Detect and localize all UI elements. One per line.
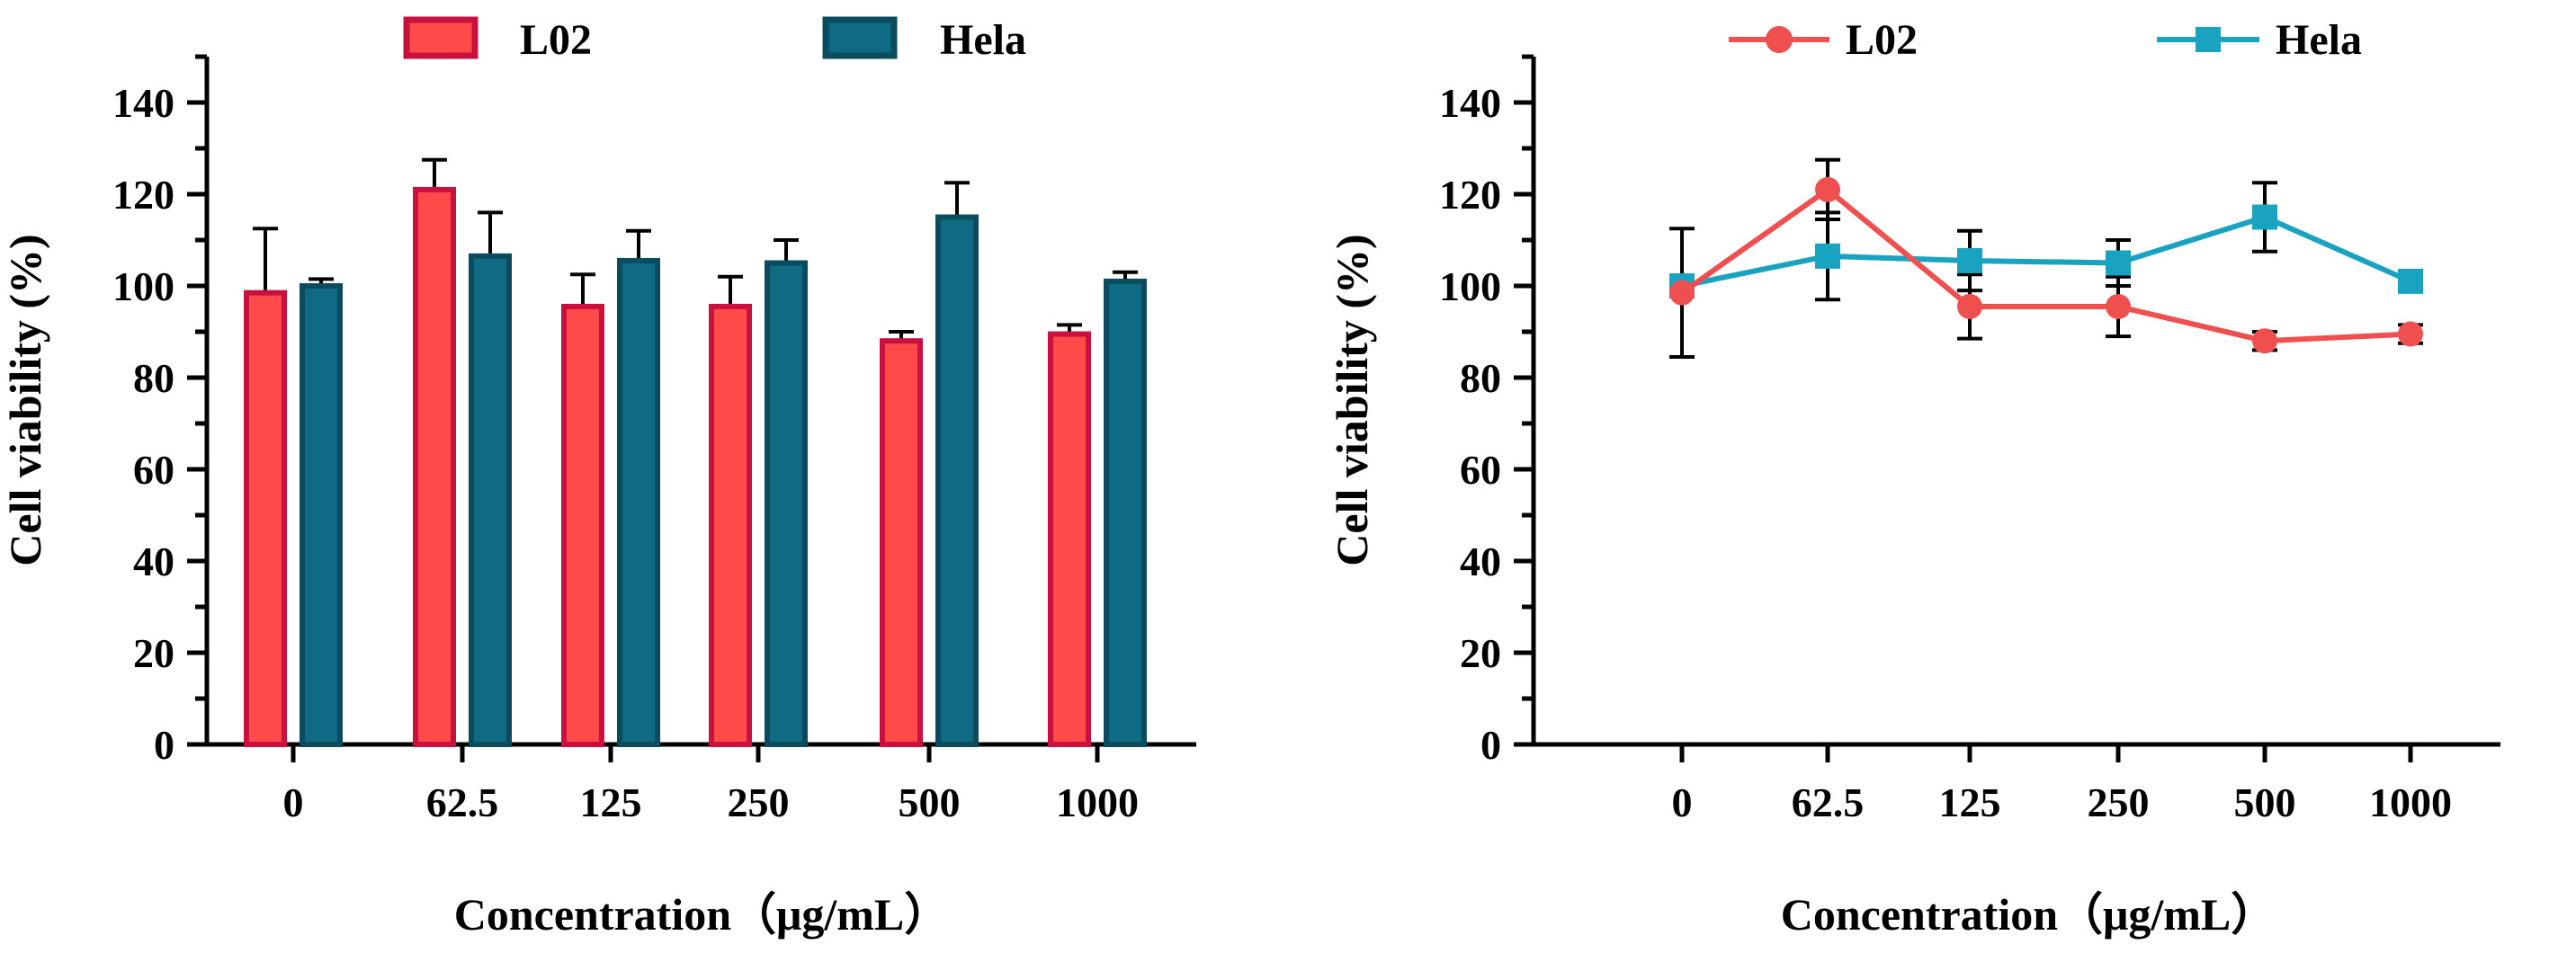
l02-bar xyxy=(244,289,287,747)
x-tick-label: 62.5 xyxy=(426,779,499,825)
x-tick-label: 125 xyxy=(580,779,642,825)
hela-bar xyxy=(1104,278,1147,747)
l02-bar xyxy=(880,338,923,747)
y-tick-label: 140 xyxy=(1439,80,1501,126)
x-tick-label: 500 xyxy=(899,779,961,825)
y-tick-label: 100 xyxy=(112,263,174,309)
x-tick-label: 62.5 xyxy=(1792,779,1865,825)
x-tick-label: 1000 xyxy=(2369,779,2452,825)
y-tick-label: 0 xyxy=(1480,722,1501,768)
y-axis-title: Cell viability (%) xyxy=(0,234,50,566)
y-tick-label: 40 xyxy=(1460,539,1501,584)
legend-hela-marker xyxy=(2196,27,2221,52)
line-chart: 0 20 40 60 80 100 120 140 0 62.5 125 250 500 1000 Conc… xyxy=(1327,16,2500,940)
bar-chart: 0 20 40 60 80 100 120 140 0 62.5 125 250 500 1000 Conc… xyxy=(0,16,1196,940)
l02-point xyxy=(1815,176,1840,202)
l02-bar xyxy=(709,303,752,747)
legend-hela-label: Hela xyxy=(940,16,1026,64)
l02-line xyxy=(1680,186,2411,344)
x-tick-label: 0 xyxy=(1672,779,1693,825)
y-axis-title: Cell viability (%) xyxy=(1327,234,1377,566)
x-tick-label: 500 xyxy=(2234,779,2296,825)
x-tick-label: 1000 xyxy=(1056,779,1139,825)
y-tick-label: 20 xyxy=(133,630,174,676)
x-tick-label: 0 xyxy=(283,779,304,825)
hela-bar xyxy=(300,283,343,747)
l02-bar xyxy=(413,186,456,747)
hela-bar xyxy=(935,214,979,747)
legend-hela-swatch xyxy=(822,16,898,59)
hela-point xyxy=(2252,204,2277,230)
y-tick-label: 0 xyxy=(154,722,174,768)
hela-point xyxy=(2106,250,2131,276)
hela-point xyxy=(1957,247,1982,273)
y-tick-label: 60 xyxy=(1460,447,1501,493)
l02-point xyxy=(1669,280,1695,306)
y-tick-label: 120 xyxy=(112,172,174,218)
hela-bar xyxy=(469,253,512,748)
l02-bar xyxy=(561,303,604,747)
l02-point xyxy=(2252,328,2277,354)
y-tick-label: 120 xyxy=(1439,172,1501,218)
x-tick-label: 125 xyxy=(1939,779,2001,825)
y-tick-label: 80 xyxy=(133,355,174,401)
hela-bar xyxy=(617,257,660,747)
l02-point xyxy=(1957,293,1982,319)
legend-l02-marker xyxy=(1766,26,1793,53)
x-axis-title: Concentration（μg/mL） xyxy=(1781,889,2276,940)
l02-bar xyxy=(1048,331,1091,747)
y-tick-label: 100 xyxy=(1439,263,1501,309)
y-tick-label: 40 xyxy=(133,539,174,584)
legend-l02-label: L02 xyxy=(520,16,592,64)
legend-l02-swatch xyxy=(403,16,479,59)
x-axis-title: Concentration（μg/mL） xyxy=(454,889,950,940)
y-tick-label: 60 xyxy=(133,447,174,493)
legend-l02-label: L02 xyxy=(1846,16,1918,64)
hela-point xyxy=(1815,243,1840,269)
legend-hela-label: Hela xyxy=(2276,16,2362,64)
x-tick-label: 250 xyxy=(728,779,790,825)
y-tick-label: 20 xyxy=(1460,630,1501,676)
l02-point xyxy=(2398,321,2423,347)
hela-point xyxy=(2398,268,2423,294)
y-tick-label: 140 xyxy=(112,80,174,126)
y-tick-label: 80 xyxy=(1460,355,1501,401)
hela-bar xyxy=(765,260,808,747)
x-tick-label: 250 xyxy=(2088,779,2150,825)
l02-point xyxy=(2106,293,2131,319)
hela-line xyxy=(1681,214,2412,289)
